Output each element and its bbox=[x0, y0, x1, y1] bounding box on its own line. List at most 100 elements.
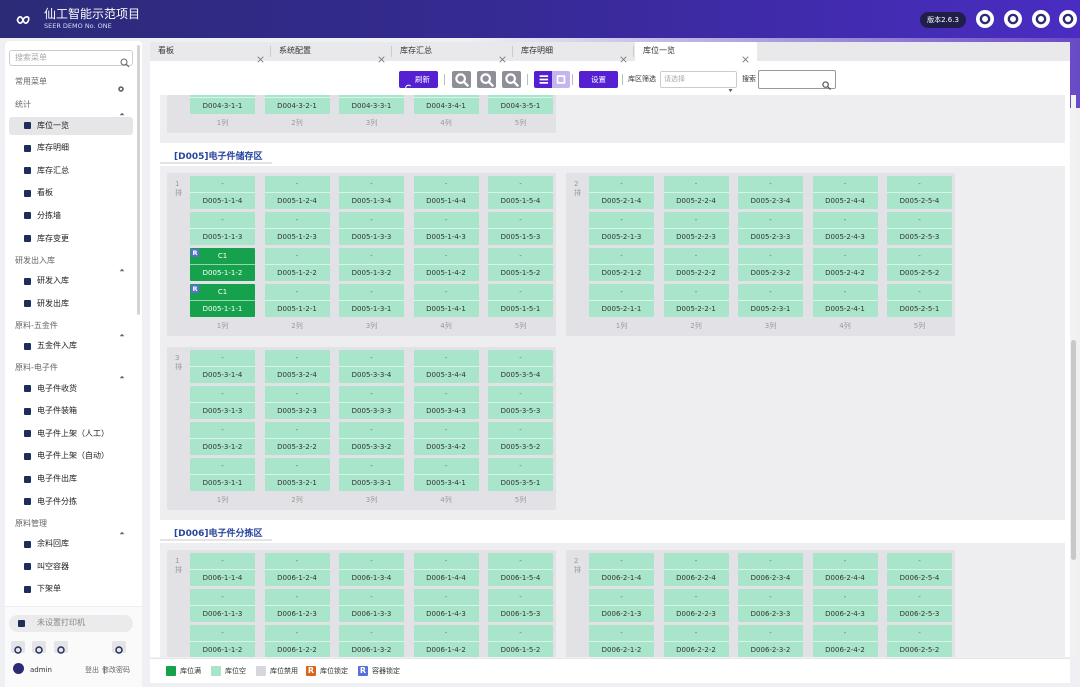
slot-empty[interactable]: - D006-1-4-4 bbox=[413, 553, 479, 586]
slot-empty[interactable]: D004-3-2-1 bbox=[264, 95, 330, 114]
slot-empty[interactable]: - D006-2-1-3 bbox=[589, 589, 654, 622]
slot-empty[interactable]: - D005-3-5-3 bbox=[488, 386, 553, 419]
slot-empty[interactable]: - D006-2-2-3 bbox=[663, 589, 729, 622]
slot-empty[interactable]: - D005-3-4-1 bbox=[413, 458, 479, 491]
menu-item[interactable]: 库存明细 bbox=[37, 143, 69, 153]
slot-empty[interactable]: - D005-1-3-2 bbox=[339, 248, 404, 281]
slot-empty[interactable]: - D005-1-5-4 bbox=[488, 176, 553, 209]
slot-empty[interactable]: - D006-1-4-2 bbox=[413, 625, 479, 657]
zoom-button[interactable] bbox=[452, 71, 471, 88]
slot-empty[interactable]: - D005-2-4-2 bbox=[812, 248, 878, 281]
slot-empty[interactable]: - D005-2-3-3 bbox=[738, 212, 803, 245]
slot-empty[interactable]: - D006-1-3-2 bbox=[339, 625, 404, 657]
footer-tool[interactable] bbox=[11, 641, 25, 654]
slot-empty[interactable]: - D006-2-5-2 bbox=[887, 625, 952, 657]
menu-group[interactable]: 研发出入库 bbox=[15, 255, 55, 265]
slot-empty[interactable]: - D006-2-3-4 bbox=[738, 553, 803, 586]
change-password-link[interactable]: 修改密码 bbox=[102, 666, 130, 674]
slot-empty[interactable]: - D005-3-2-4 bbox=[264, 350, 330, 383]
slot-empty[interactable]: - D005-3-2-1 bbox=[264, 458, 330, 491]
slot-empty[interactable]: - D005-2-5-3 bbox=[887, 212, 952, 245]
menu-item[interactable]: 库存变更 bbox=[37, 233, 69, 243]
printer-pill[interactable] bbox=[9, 615, 133, 632]
list-view[interactable] bbox=[534, 71, 552, 88]
footer-tool[interactable] bbox=[32, 641, 46, 654]
slot-empty[interactable]: - D005-3-1-1 bbox=[190, 458, 255, 491]
slot-empty[interactable]: D004-3-5-1 bbox=[488, 95, 553, 114]
slot-empty[interactable]: - D005-1-2-1 bbox=[264, 284, 330, 317]
slot-empty[interactable]: - D005-1-3-4 bbox=[339, 176, 404, 209]
menu-item[interactable]: 电子件上架（自动） bbox=[37, 451, 109, 461]
menu-item[interactable]: 电子件收货 bbox=[37, 383, 77, 393]
slot-empty[interactable]: - D005-3-3-4 bbox=[339, 350, 404, 383]
slot-empty[interactable]: - D005-2-3-2 bbox=[738, 248, 803, 281]
slot-empty[interactable]: - D005-3-4-4 bbox=[413, 350, 479, 383]
menu-item[interactable]: 余料回库 bbox=[37, 539, 69, 549]
slot-empty[interactable]: - D005-1-5-2 bbox=[488, 248, 553, 281]
slot-empty[interactable]: - D005-2-5-4 bbox=[887, 176, 952, 209]
slot-empty[interactable]: - D005-3-1-3 bbox=[190, 386, 255, 419]
slot-empty[interactable]: - D005-1-1-3 bbox=[190, 212, 255, 245]
slot-empty[interactable]: - D005-2-5-1 bbox=[887, 284, 952, 317]
slot-empty[interactable]: - D005-3-4-3 bbox=[413, 386, 479, 419]
slot-empty[interactable]: D004-3-4-1 bbox=[413, 95, 479, 114]
grid-view[interactable] bbox=[552, 71, 570, 88]
slot-empty[interactable]: D004-3-1-1 bbox=[190, 95, 255, 114]
menu-group[interactable]: 统计 bbox=[15, 100, 31, 109]
button[interactable]: 设置 bbox=[579, 71, 618, 88]
header-icon[interactable] bbox=[1059, 10, 1077, 28]
tab[interactable]: 系统配置 bbox=[279, 46, 311, 55]
slot-empty[interactable]: - D006-2-5-4 bbox=[887, 553, 952, 586]
slot-empty[interactable]: - D005-2-2-4 bbox=[663, 176, 729, 209]
slot-empty[interactable]: - D005-2-2-3 bbox=[663, 212, 729, 245]
menu-item[interactable]: 库存汇总 bbox=[37, 165, 69, 175]
slot-empty[interactable]: - D005-1-2-3 bbox=[264, 212, 330, 245]
slot-empty[interactable]: - D005-2-3-1 bbox=[738, 284, 803, 317]
slot-empty[interactable]: - D006-1-2-2 bbox=[264, 625, 330, 657]
tab[interactable]: 库位一览 bbox=[643, 46, 675, 55]
menu-item[interactable]: 电子件出库 bbox=[37, 474, 77, 483]
menu-item[interactable]: 电子件装箱 bbox=[37, 406, 77, 416]
header-icon[interactable] bbox=[1032, 10, 1050, 28]
slot-empty[interactable]: - D006-1-1-2 bbox=[190, 625, 255, 657]
menu-item[interactable]: 电子件分拣 bbox=[37, 496, 77, 506]
footer-tool[interactable] bbox=[54, 641, 68, 654]
menu-item[interactable]: 电子件上架（人工） bbox=[37, 428, 109, 438]
menu-item[interactable]: 研发入库 bbox=[37, 276, 69, 285]
slot-empty[interactable]: - D005-2-4-4 bbox=[812, 176, 878, 209]
search-input[interactable] bbox=[758, 70, 836, 89]
slot-empty[interactable]: - D005-1-3-1 bbox=[339, 284, 404, 317]
slot-empty[interactable]: - D006-1-5-3 bbox=[488, 589, 553, 622]
slot-empty[interactable]: - D005-3-5-4 bbox=[488, 350, 553, 383]
slot-empty[interactable]: - D005-3-3-2 bbox=[339, 422, 404, 455]
slot-empty[interactable]: - D006-2-1-2 bbox=[589, 625, 654, 657]
slot-empty[interactable]: - D006-2-2-4 bbox=[663, 553, 729, 586]
slot-empty[interactable]: - D006-1-1-4 bbox=[190, 553, 255, 586]
slot-empty[interactable]: - D005-2-1-1 bbox=[589, 284, 654, 317]
slot-empty[interactable]: - D005-3-4-2 bbox=[413, 422, 479, 455]
slot-empty[interactable]: - D005-3-1-2 bbox=[190, 422, 255, 455]
tab[interactable]: 库存明细 bbox=[521, 46, 553, 55]
slot-empty[interactable]: - D006-1-2-3 bbox=[264, 589, 330, 622]
zoom-button[interactable] bbox=[502, 71, 521, 88]
slot-empty[interactable]: - D005-2-4-1 bbox=[812, 284, 878, 317]
slot-empty[interactable]: - D006-2-2-2 bbox=[663, 625, 729, 657]
slot-empty[interactable]: - D005-2-4-3 bbox=[812, 212, 878, 245]
slot-empty[interactable]: - D005-1-5-3 bbox=[488, 212, 553, 245]
slot-empty[interactable]: - D005-2-1-3 bbox=[589, 212, 654, 245]
slot-empty[interactable]: - D005-1-4-3 bbox=[413, 212, 479, 245]
slot-empty[interactable]: - D006-1-3-3 bbox=[339, 589, 404, 622]
zoom-button[interactable] bbox=[477, 71, 496, 88]
menu-item[interactable]: 研发出库 bbox=[37, 298, 69, 308]
slot-empty[interactable]: - D005-3-5-1 bbox=[488, 458, 553, 491]
menu-item[interactable]: 下架单 bbox=[37, 584, 61, 594]
slot-empty[interactable]: - D005-1-4-4 bbox=[413, 176, 479, 209]
header-icon[interactable] bbox=[1004, 10, 1022, 28]
slot-empty[interactable]: - D005-1-3-3 bbox=[339, 212, 404, 245]
slot-empty[interactable]: - D005-3-1-4 bbox=[190, 350, 255, 383]
slot-empty[interactable]: - D006-1-4-3 bbox=[413, 589, 479, 622]
slot-full[interactable]: C1 D005-1-1-2 R bbox=[190, 248, 255, 281]
slot-empty[interactable]: - D006-1-5-2 bbox=[488, 625, 553, 657]
slot-empty[interactable]: - D006-1-5-4 bbox=[488, 553, 553, 586]
slot-empty[interactable]: - D006-2-4-4 bbox=[812, 553, 878, 586]
